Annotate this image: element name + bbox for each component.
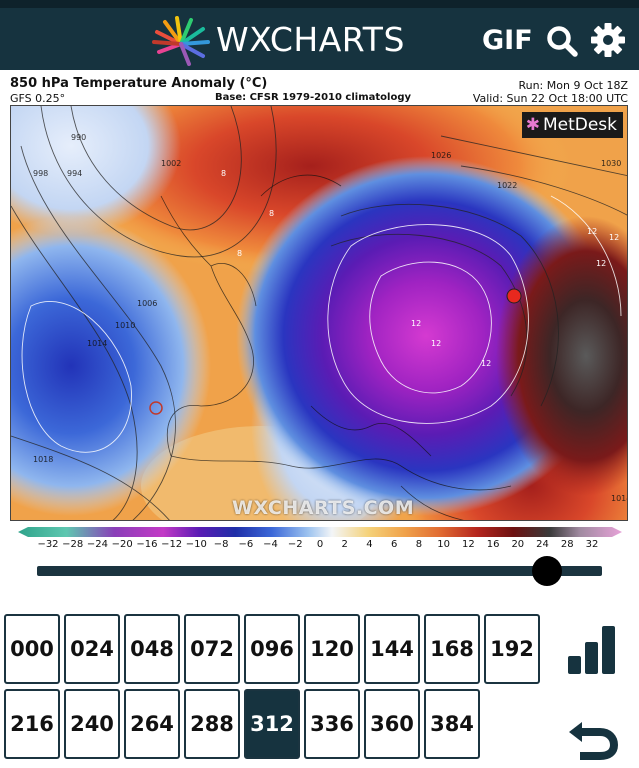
map-valid: Valid: Sun 22 Oct 18:00 UTC bbox=[472, 92, 628, 105]
contour-labels: 8 8 8 12 12 12 12 12 12 bbox=[221, 169, 619, 368]
contour-label: 12 bbox=[596, 259, 606, 268]
timestep-button-216[interactable]: 216 bbox=[4, 689, 60, 759]
color-scale-tick: −20 bbox=[111, 539, 133, 550]
isobar-label: 994 bbox=[67, 169, 82, 178]
contour-label: 12 bbox=[609, 233, 619, 242]
contour-label: 12 bbox=[431, 339, 441, 348]
color-scale-tick: 12 bbox=[461, 539, 475, 550]
time-slider-track[interactable] bbox=[37, 566, 602, 576]
color-scale-tick: 2 bbox=[341, 539, 348, 550]
color-scale-tick: 32 bbox=[585, 539, 599, 550]
color-scale-tick: −24 bbox=[86, 539, 109, 550]
timestep-button-096[interactable]: 096 bbox=[244, 614, 300, 684]
color-scale-tick: 24 bbox=[536, 539, 549, 550]
weather-map[interactable]: 990 994 998 1002 1006 1010 1014 1018 102… bbox=[10, 105, 628, 521]
color-scale-tick: −16 bbox=[136, 539, 158, 550]
isobar-label: 1026 bbox=[431, 151, 451, 160]
color-scale-tick: −8 bbox=[213, 539, 229, 550]
color-scale-tick: 16 bbox=[486, 539, 500, 550]
color-scale-tick: 10 bbox=[437, 539, 450, 550]
gif-button[interactable]: GIF bbox=[482, 25, 533, 56]
color-scale-tick: −6 bbox=[238, 539, 254, 550]
color-scale-tick: −32 bbox=[37, 539, 59, 550]
location-marker[interactable] bbox=[506, 288, 522, 304]
timestep-button-360[interactable]: 360 bbox=[364, 689, 420, 759]
contour-label: 12 bbox=[411, 319, 421, 328]
color-scale-tick: −4 bbox=[263, 539, 278, 550]
contour-label: 8 bbox=[269, 209, 274, 218]
timestep-button-024[interactable]: 024 bbox=[64, 614, 120, 684]
timestep-button-168[interactable]: 168 bbox=[424, 614, 480, 684]
gear-icon[interactable] bbox=[590, 22, 626, 58]
color-scale-tick: −10 bbox=[185, 539, 207, 550]
map-title: 850 hPa Temperature Anomaly (°C) bbox=[10, 76, 268, 91]
timestep-button-192[interactable]: 192 bbox=[484, 614, 540, 684]
timestep-button-120[interactable]: 120 bbox=[304, 614, 360, 684]
map-base: Base: CFSR 1979-2010 climatology bbox=[215, 92, 412, 103]
isobar-label: 1014 bbox=[611, 494, 628, 503]
color-scale-bar bbox=[18, 527, 622, 537]
isobar-label: 1010 bbox=[115, 321, 135, 330]
timestep-button-072[interactable]: 072 bbox=[184, 614, 240, 684]
map-run: Run: Mon 9 Oct 18Z bbox=[518, 79, 628, 92]
timestep-button-048[interactable]: 048 bbox=[124, 614, 180, 684]
isobar-label: 1006 bbox=[137, 299, 157, 308]
app-header: WXCHARTS GIF bbox=[0, 0, 639, 70]
timestep-button-240[interactable]: 240 bbox=[64, 689, 120, 759]
timestep-button-384[interactable]: 384 bbox=[424, 689, 480, 759]
color-scale-tick: 4 bbox=[366, 539, 373, 550]
isobar-label: 998 bbox=[33, 169, 48, 178]
color-scale-tick: 0 bbox=[316, 539, 324, 550]
isobar-label: 1018 bbox=[33, 455, 53, 464]
isobars bbox=[11, 106, 627, 520]
color-scale-ticks: −32 −28 −24 −20 −16 −12 −10 −8 −6 −4 −2 0 2 4 6 8 10 12 16… bbox=[0, 539, 639, 553]
timestep-button-000[interactable]: 000 bbox=[4, 614, 60, 684]
contour-label: 12 bbox=[481, 359, 491, 368]
coastlines bbox=[160, 174, 512, 520]
timestep-button-144[interactable]: 144 bbox=[364, 614, 420, 684]
logo-text[interactable]: WXCHARTS bbox=[216, 20, 405, 59]
timestep-button-336[interactable]: 336 bbox=[304, 689, 360, 759]
isobar-label: 1014 bbox=[87, 339, 107, 348]
contour-label: 12 bbox=[587, 227, 597, 236]
color-scale-tick: −12 bbox=[161, 539, 183, 550]
time-slider-thumb[interactable] bbox=[532, 556, 563, 586]
header-top-stripe bbox=[0, 0, 639, 8]
color-scale-tick: 8 bbox=[415, 539, 423, 550]
anomaly-contours bbox=[21, 195, 622, 453]
color-scale-tick: −28 bbox=[62, 539, 84, 550]
low-center-marker bbox=[149, 401, 163, 415]
bar-chart-icon[interactable] bbox=[566, 624, 618, 676]
color-scale-tick: −2 bbox=[287, 539, 303, 550]
contour-label: 8 bbox=[221, 169, 226, 178]
timestep-button-288[interactable]: 288 bbox=[184, 689, 240, 759]
isobar-label: 1002 bbox=[161, 159, 181, 168]
search-icon[interactable] bbox=[545, 24, 579, 58]
metdesk-badge: ✱ MetDesk bbox=[521, 112, 623, 138]
timestep-button-312[interactable]: 312 bbox=[244, 689, 300, 759]
logo-pinwheel-icon[interactable] bbox=[150, 14, 212, 66]
isobar-label: 990 bbox=[71, 133, 86, 142]
map-watermark: WXCHARTS.COM bbox=[232, 497, 415, 519]
color-scale-tick: 20 bbox=[511, 539, 525, 550]
anomaly-field: 990 994 998 1002 1006 1010 1014 1018 102… bbox=[11, 106, 628, 520]
metdesk-label: MetDesk bbox=[542, 115, 617, 135]
isobar-labels: 990 994 998 1002 1006 1010 1014 1018 102… bbox=[33, 133, 628, 503]
color-scale-tick: 6 bbox=[390, 539, 398, 550]
metdesk-star-icon: ✱ bbox=[525, 115, 540, 135]
map-model: GFS 0.25° bbox=[10, 92, 66, 105]
isobar-label: 1022 bbox=[497, 181, 517, 190]
color-scale-tick: 28 bbox=[560, 539, 574, 550]
undo-arrow-icon[interactable] bbox=[566, 710, 618, 760]
isobar-label: 1030 bbox=[601, 159, 621, 168]
timestep-button-264[interactable]: 264 bbox=[124, 689, 180, 759]
contour-label: 8 bbox=[237, 249, 242, 258]
